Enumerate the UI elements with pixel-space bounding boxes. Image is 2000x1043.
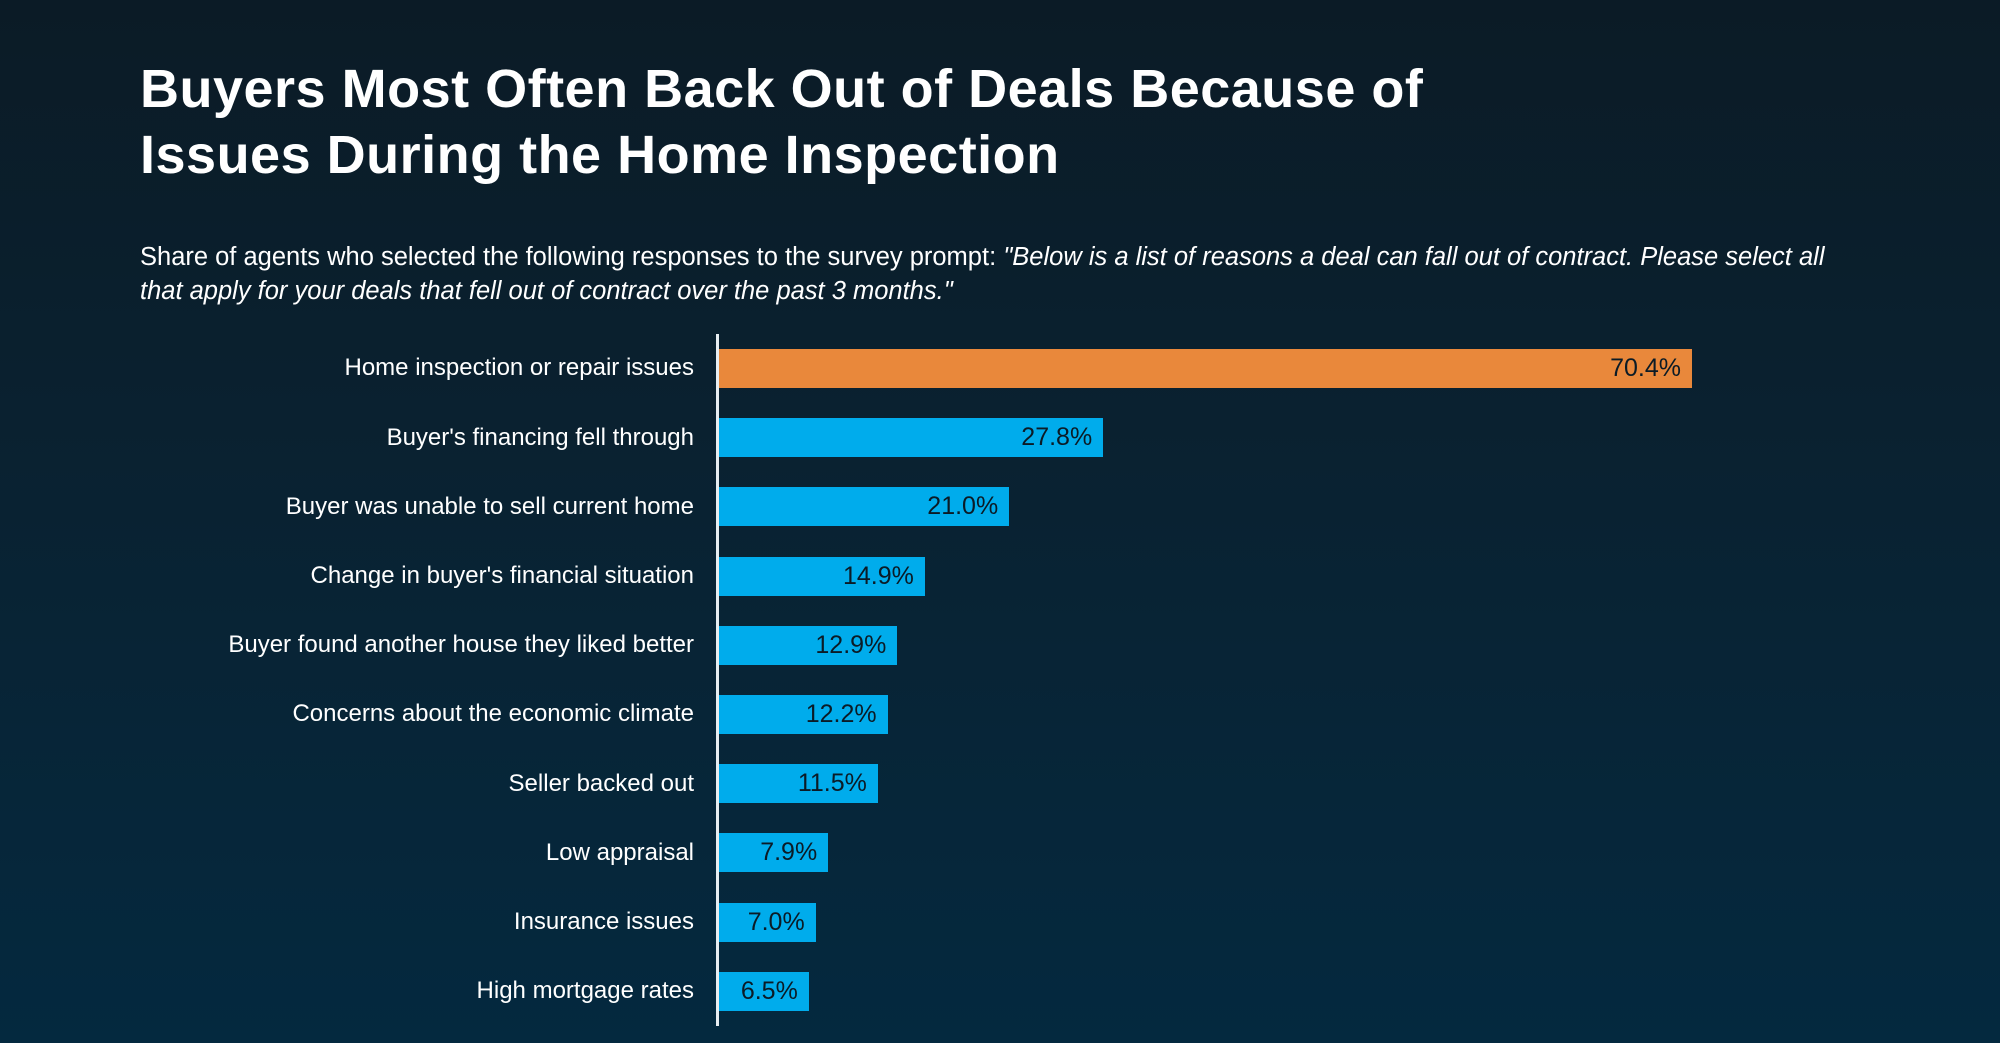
bar-row: Concerns about the economic climate 12.2…	[0, 680, 2000, 749]
bar-track: 12.9%	[719, 625, 2000, 665]
value-label: 14.9%	[843, 561, 914, 590]
subtitle-quote: "Below is a list of reasons a deal can f…	[140, 243, 1825, 305]
bar-row: Buyer's financing fell through 27.8%	[0, 403, 2000, 472]
value-label: 27.8%	[1021, 423, 1093, 452]
chart-title: Buyers Most Often Back Out of Deals Beca…	[140, 56, 1423, 188]
category-label: Home inspection or repair issues	[344, 354, 695, 382]
value-label: 12.9%	[815, 630, 887, 659]
bar-track: 7.0%	[719, 902, 2000, 942]
horizontal-bar-chart: Home inspection or repair issues 70.4% B…	[0, 334, 2000, 1028]
chart-title-line-1: Buyers Most Often Back Out of Deals Beca…	[140, 59, 1424, 119]
value-label: 7.0%	[747, 907, 805, 936]
category-label: Buyer found another house they liked bet…	[228, 631, 694, 659]
bar-rows: Home inspection or repair issues 70.4% B…	[0, 334, 2000, 1026]
category-label: Low appraisal	[545, 838, 694, 866]
value-label: 70.4%	[1610, 354, 1681, 383]
value-label: 12.2%	[805, 700, 877, 729]
chart-subtitle: Share of agents who selected the followi…	[140, 240, 1840, 308]
bar: 14.9%	[719, 556, 925, 596]
bar: 7.0%	[719, 902, 816, 942]
bar-row: Low appraisal 7.9%	[0, 818, 2000, 887]
chart-title-line-2: Issues During the Home Inspection	[140, 125, 1060, 185]
bar-track: 70.4%	[719, 349, 2000, 389]
bar: 12.2%	[719, 695, 888, 735]
category-label: Seller backed out	[508, 769, 694, 797]
bar: 7.9%	[719, 833, 829, 873]
bar-track: 7.9%	[719, 833, 2000, 873]
bar-track: 21.0%	[719, 487, 2000, 527]
bar: 70.4%	[719, 349, 1692, 389]
value-label: 21.0%	[927, 492, 999, 521]
bar-track: 27.8%	[719, 418, 2000, 458]
bar-row: High mortgage rates 6.5%	[0, 957, 2000, 1026]
bar: 21.0%	[719, 487, 1010, 527]
category-label: Change in buyer's financial situation	[310, 561, 694, 589]
bar-row: Buyer found another house they liked bet…	[0, 611, 2000, 680]
bar-track: 6.5%	[719, 971, 2000, 1011]
bar: 6.5%	[719, 971, 809, 1011]
value-label: 11.5%	[797, 769, 867, 798]
bar-track: 12.2%	[719, 695, 2000, 735]
value-label: 6.5%	[740, 976, 798, 1005]
value-label: 7.9%	[760, 838, 818, 867]
bar-row: Insurance issues 7.0%	[0, 888, 2000, 957]
y-axis-line	[716, 334, 719, 1026]
category-label: Insurance issues	[513, 907, 694, 935]
subtitle-text: Share of agents who selected the followi…	[140, 243, 1004, 271]
bar-track: 11.5%	[719, 764, 2000, 804]
bar-row: Change in buyer's financial situation 14…	[0, 542, 2000, 611]
bar: 12.9%	[719, 625, 898, 665]
bar-row: Buyer was unable to sell current home 21…	[0, 472, 2000, 541]
category-label: Buyer's financing fell through	[386, 423, 694, 451]
bar-row: Seller backed out 11.5%	[0, 749, 2000, 818]
category-label: High mortgage rates	[476, 977, 694, 1005]
bar: 11.5%	[719, 764, 878, 804]
bar: 27.8%	[719, 418, 1104, 458]
bar-row: Home inspection or repair issues 70.4%	[0, 334, 2000, 403]
category-label: Buyer was unable to sell current home	[285, 492, 694, 520]
bar-track: 14.9%	[719, 556, 2000, 596]
category-label: Concerns about the economic climate	[292, 700, 694, 728]
